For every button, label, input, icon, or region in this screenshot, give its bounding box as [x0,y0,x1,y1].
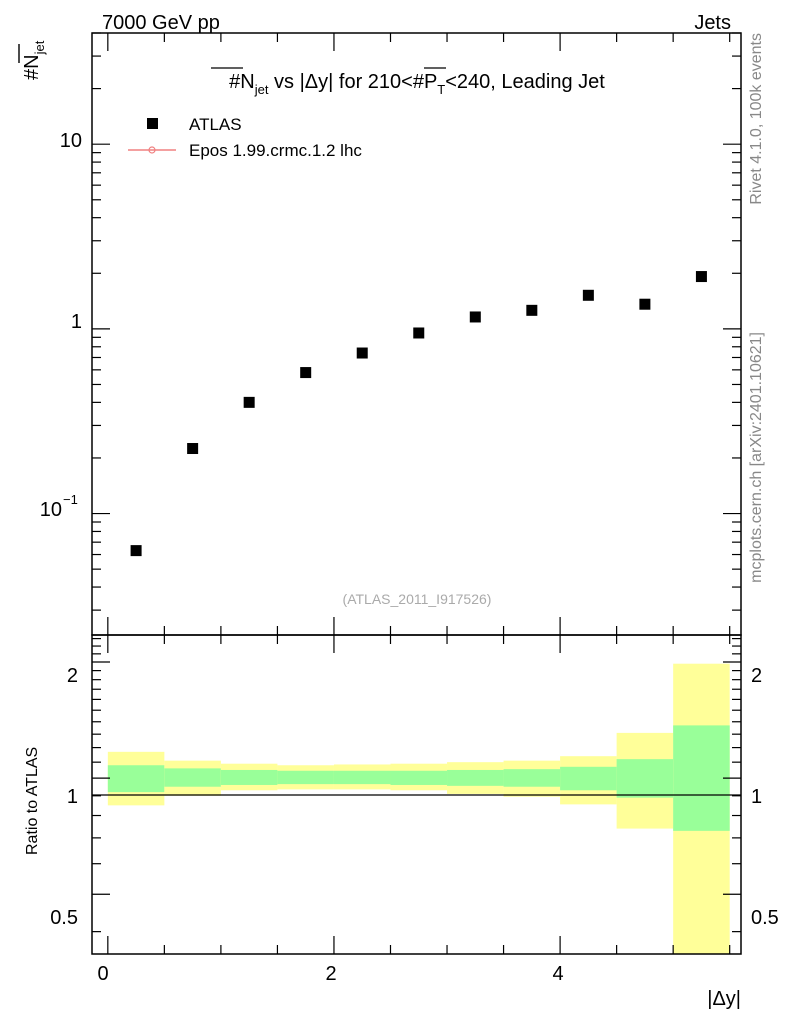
ratio-band-inner-3 [277,770,334,785]
y-tick-label-0.1-base: 10 [40,499,62,521]
ratio-band-inner-6 [447,769,504,786]
x-axis-label: |Δy| [707,988,741,1010]
title-prefix: #N [229,71,255,93]
legend-atlas-marker [147,118,158,129]
data-point-atlas [356,347,368,359]
legend: ATLAS Epos 1.99.crmc.1.2 lhc [128,115,362,160]
ratio-y-tick-label-1-right: 1 [751,786,762,808]
ratio-band-inner-1 [164,768,221,787]
legend-atlas-label: ATLAS [189,115,242,134]
ratio-band-inner-0 [107,765,165,793]
ratio-y-tick-label-0.5-left: 0.5 [50,907,78,929]
title-suffix: <240, Leading Jet [445,71,605,93]
y-axis-label: #Njet [21,40,47,80]
data-points [130,271,707,557]
header-process-label: Jets [694,12,731,34]
y-tick-label-0.1-exponent: −1 [63,492,78,507]
x-tick-label-4: 4 [552,963,563,985]
x-tick-label-2: 2 [325,963,336,985]
mcplots-info-label: mcplots.cern.ch [arXiv:2401.10621] [748,332,765,583]
ratio-bands [107,663,730,954]
ratio-band-inner-2 [220,769,278,785]
ratio-y-tick-label-2-right: 2 [751,665,762,687]
title-prefix-sub: jet [254,82,269,97]
title-pt-sub: T [437,82,445,97]
ratio-band-inner-4 [333,770,391,785]
y-axis-label-text: #Njet [21,40,47,80]
chart-title: #Njet vs |Δy| for 210<#PT<240, Leading J… [229,71,605,97]
y-tick-label-1: 1 [71,311,82,333]
data-point-atlas [243,396,255,408]
data-point-atlas [413,327,425,339]
main-axis-ticks [92,32,741,635]
legend-mc-marker [148,146,156,154]
y-axis-label-sub: jet [32,40,47,55]
ratio-y-axis-label: Ratio to ATLAS [24,747,41,855]
ratio-band-inner-9 [616,759,674,798]
data-point-atlas [639,298,651,310]
data-point-atlas [582,289,594,301]
data-point-atlas [300,367,312,379]
analysis-watermark: (ATLAS_2011_I917526) [343,591,492,607]
ratio-band-inner-8 [560,766,617,791]
ratio-axis-ticks [92,635,741,954]
ratio-band-inner-5 [390,770,448,785]
rivet-info-label: Rivet 4.1.0, 100k events [748,33,765,205]
ratio-plot-frame [91,634,742,955]
data-point-atlas [130,545,142,557]
ratio-band-inner-7 [503,769,561,787]
y-tick-label-10: 10 [60,130,82,152]
data-point-atlas [695,271,707,283]
data-point-atlas [526,304,538,316]
data-point-atlas [187,443,199,455]
title-middle: vs |Δy| for 210<#P [268,71,437,93]
x-tick-label-0: 0 [97,963,108,985]
ratio-y-tick-label-2-left: 2 [67,665,78,687]
ratio-y-tick-label-1-left: 1 [67,786,78,808]
y-axis-label-base: #N [21,54,43,80]
legend-mc-label: Epos 1.99.crmc.1.2 lhc [189,141,362,160]
ratio-band-inner-10 [673,725,730,831]
y-tick-label-0.1: 10 −1 [40,492,78,521]
data-point-atlas [469,311,481,323]
header-energy-label: 7000 GeV pp [102,12,220,34]
ratio-y-tick-label-0.5-right: 0.5 [751,907,779,929]
